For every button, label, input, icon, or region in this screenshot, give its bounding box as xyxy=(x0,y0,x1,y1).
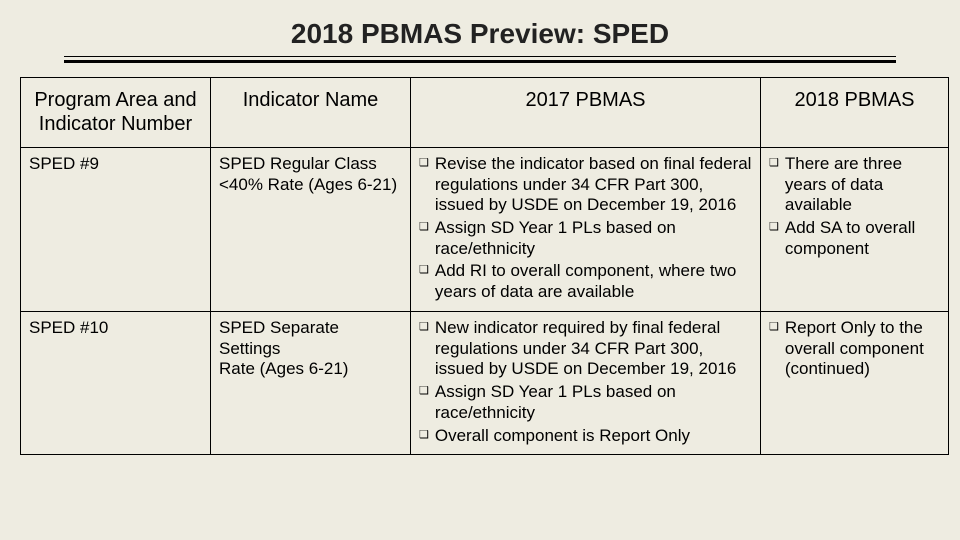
bullet-text: Assign SD Year 1 PLs based on race/ethni… xyxy=(435,382,752,423)
bullet-icon: ❑ xyxy=(419,322,429,333)
table-header-row: Program Area and Indicator Number Indica… xyxy=(21,78,949,148)
page-title: 2018 PBMAS Preview: SPED xyxy=(20,10,940,56)
pbmas-table: Program Area and Indicator Number Indica… xyxy=(20,77,949,455)
table-row: SPED #10 SPED Separate Settings Rate (Ag… xyxy=(21,311,949,454)
bullet-text: Report Only to the overall component (co… xyxy=(785,318,940,380)
col-header-2018: 2018 PBMAS xyxy=(761,78,949,148)
bullet-icon: ❑ xyxy=(419,430,429,441)
cell-2017: ❑ Revise the indicator based on final fed… xyxy=(411,147,761,311)
cell-2018: ❑ There are three years of data available… xyxy=(761,147,949,311)
col-header-program: Program Area and Indicator Number xyxy=(21,78,211,148)
bullet-text: Overall component is Report Only xyxy=(435,426,752,447)
bullet-icon: ❑ xyxy=(769,222,779,233)
cell-indicator: SPED Separate Settings Rate (Ages 6-21) xyxy=(211,311,411,454)
bullet-icon: ❑ xyxy=(419,386,429,397)
bullet-icon: ❑ xyxy=(769,322,779,333)
bullet-text: Assign SD Year 1 PLs based on race/ethni… xyxy=(435,218,752,259)
cell-program: SPED #9 xyxy=(21,147,211,311)
bullet-icon: ❑ xyxy=(419,158,429,169)
bullet-icon: ❑ xyxy=(769,158,779,169)
col-header-indicator: Indicator Name xyxy=(211,78,411,148)
bullet-text: There are three years of data available xyxy=(785,154,940,216)
bullet-text: Add RI to overall component, where two y… xyxy=(435,261,752,302)
bullet-icon: ❑ xyxy=(419,222,429,233)
title-rule xyxy=(64,56,896,63)
bullet-text: Add SA to overall component xyxy=(785,218,940,259)
bullet-text: New indicator required by final federal … xyxy=(435,318,752,380)
bullet-icon: ❑ xyxy=(419,265,429,276)
cell-program: SPED #10 xyxy=(21,311,211,454)
cell-2018: ❑ Report Only to the overall component (c… xyxy=(761,311,949,454)
table-row: SPED #9 SPED Regular Class <40% Rate (Ag… xyxy=(21,147,949,311)
cell-2017: ❑ New indicator required by final federal… xyxy=(411,311,761,454)
col-header-2017: 2017 PBMAS xyxy=(411,78,761,148)
cell-indicator: SPED Regular Class <40% Rate (Ages 6-21) xyxy=(211,147,411,311)
bullet-text: Revise the indicator based on final fede… xyxy=(435,154,752,216)
